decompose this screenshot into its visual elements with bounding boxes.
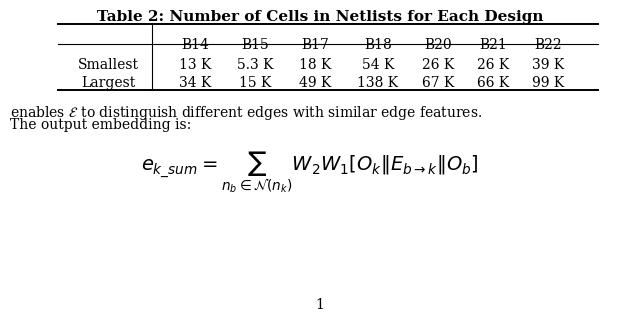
Text: 1: 1 xyxy=(316,298,324,312)
Text: B22: B22 xyxy=(534,38,562,52)
Text: 18 K: 18 K xyxy=(299,58,331,72)
Text: 34 K: 34 K xyxy=(179,76,211,90)
Text: 49 K: 49 K xyxy=(299,76,331,90)
Text: B18: B18 xyxy=(364,38,392,52)
Text: enables $\mathcal{E}$ to distinguish different edges with similar edge features.: enables $\mathcal{E}$ to distinguish dif… xyxy=(10,104,482,122)
Text: B21: B21 xyxy=(479,38,507,52)
Text: The output embedding is:: The output embedding is: xyxy=(10,118,191,132)
Text: $e_{k\_sum} = \sum_{n_b \in \mathcal{N}(n_k)} W_2 W_1 [O_k \Vert E_{b \rightarro: $e_{k\_sum} = \sum_{n_b \in \mathcal{N}(… xyxy=(141,150,479,196)
Text: B20: B20 xyxy=(424,38,452,52)
Text: 5.3 K: 5.3 K xyxy=(237,58,273,72)
Text: Smallest: Smallest xyxy=(77,58,138,72)
Text: 13 K: 13 K xyxy=(179,58,211,72)
Text: Table 2: Number of Cells in Netlists for Each Design: Table 2: Number of Cells in Netlists for… xyxy=(97,10,543,24)
Text: 99 K: 99 K xyxy=(532,76,564,90)
Text: Largest: Largest xyxy=(81,76,135,90)
Text: 39 K: 39 K xyxy=(532,58,564,72)
Text: 66 K: 66 K xyxy=(477,76,509,90)
Text: 26 K: 26 K xyxy=(422,58,454,72)
Text: B15: B15 xyxy=(241,38,269,52)
Text: 67 K: 67 K xyxy=(422,76,454,90)
Text: B17: B17 xyxy=(301,38,329,52)
Text: 54 K: 54 K xyxy=(362,58,394,72)
Text: 15 K: 15 K xyxy=(239,76,271,90)
Text: 138 K: 138 K xyxy=(357,76,399,90)
Text: B14: B14 xyxy=(181,38,209,52)
Text: 26 K: 26 K xyxy=(477,58,509,72)
